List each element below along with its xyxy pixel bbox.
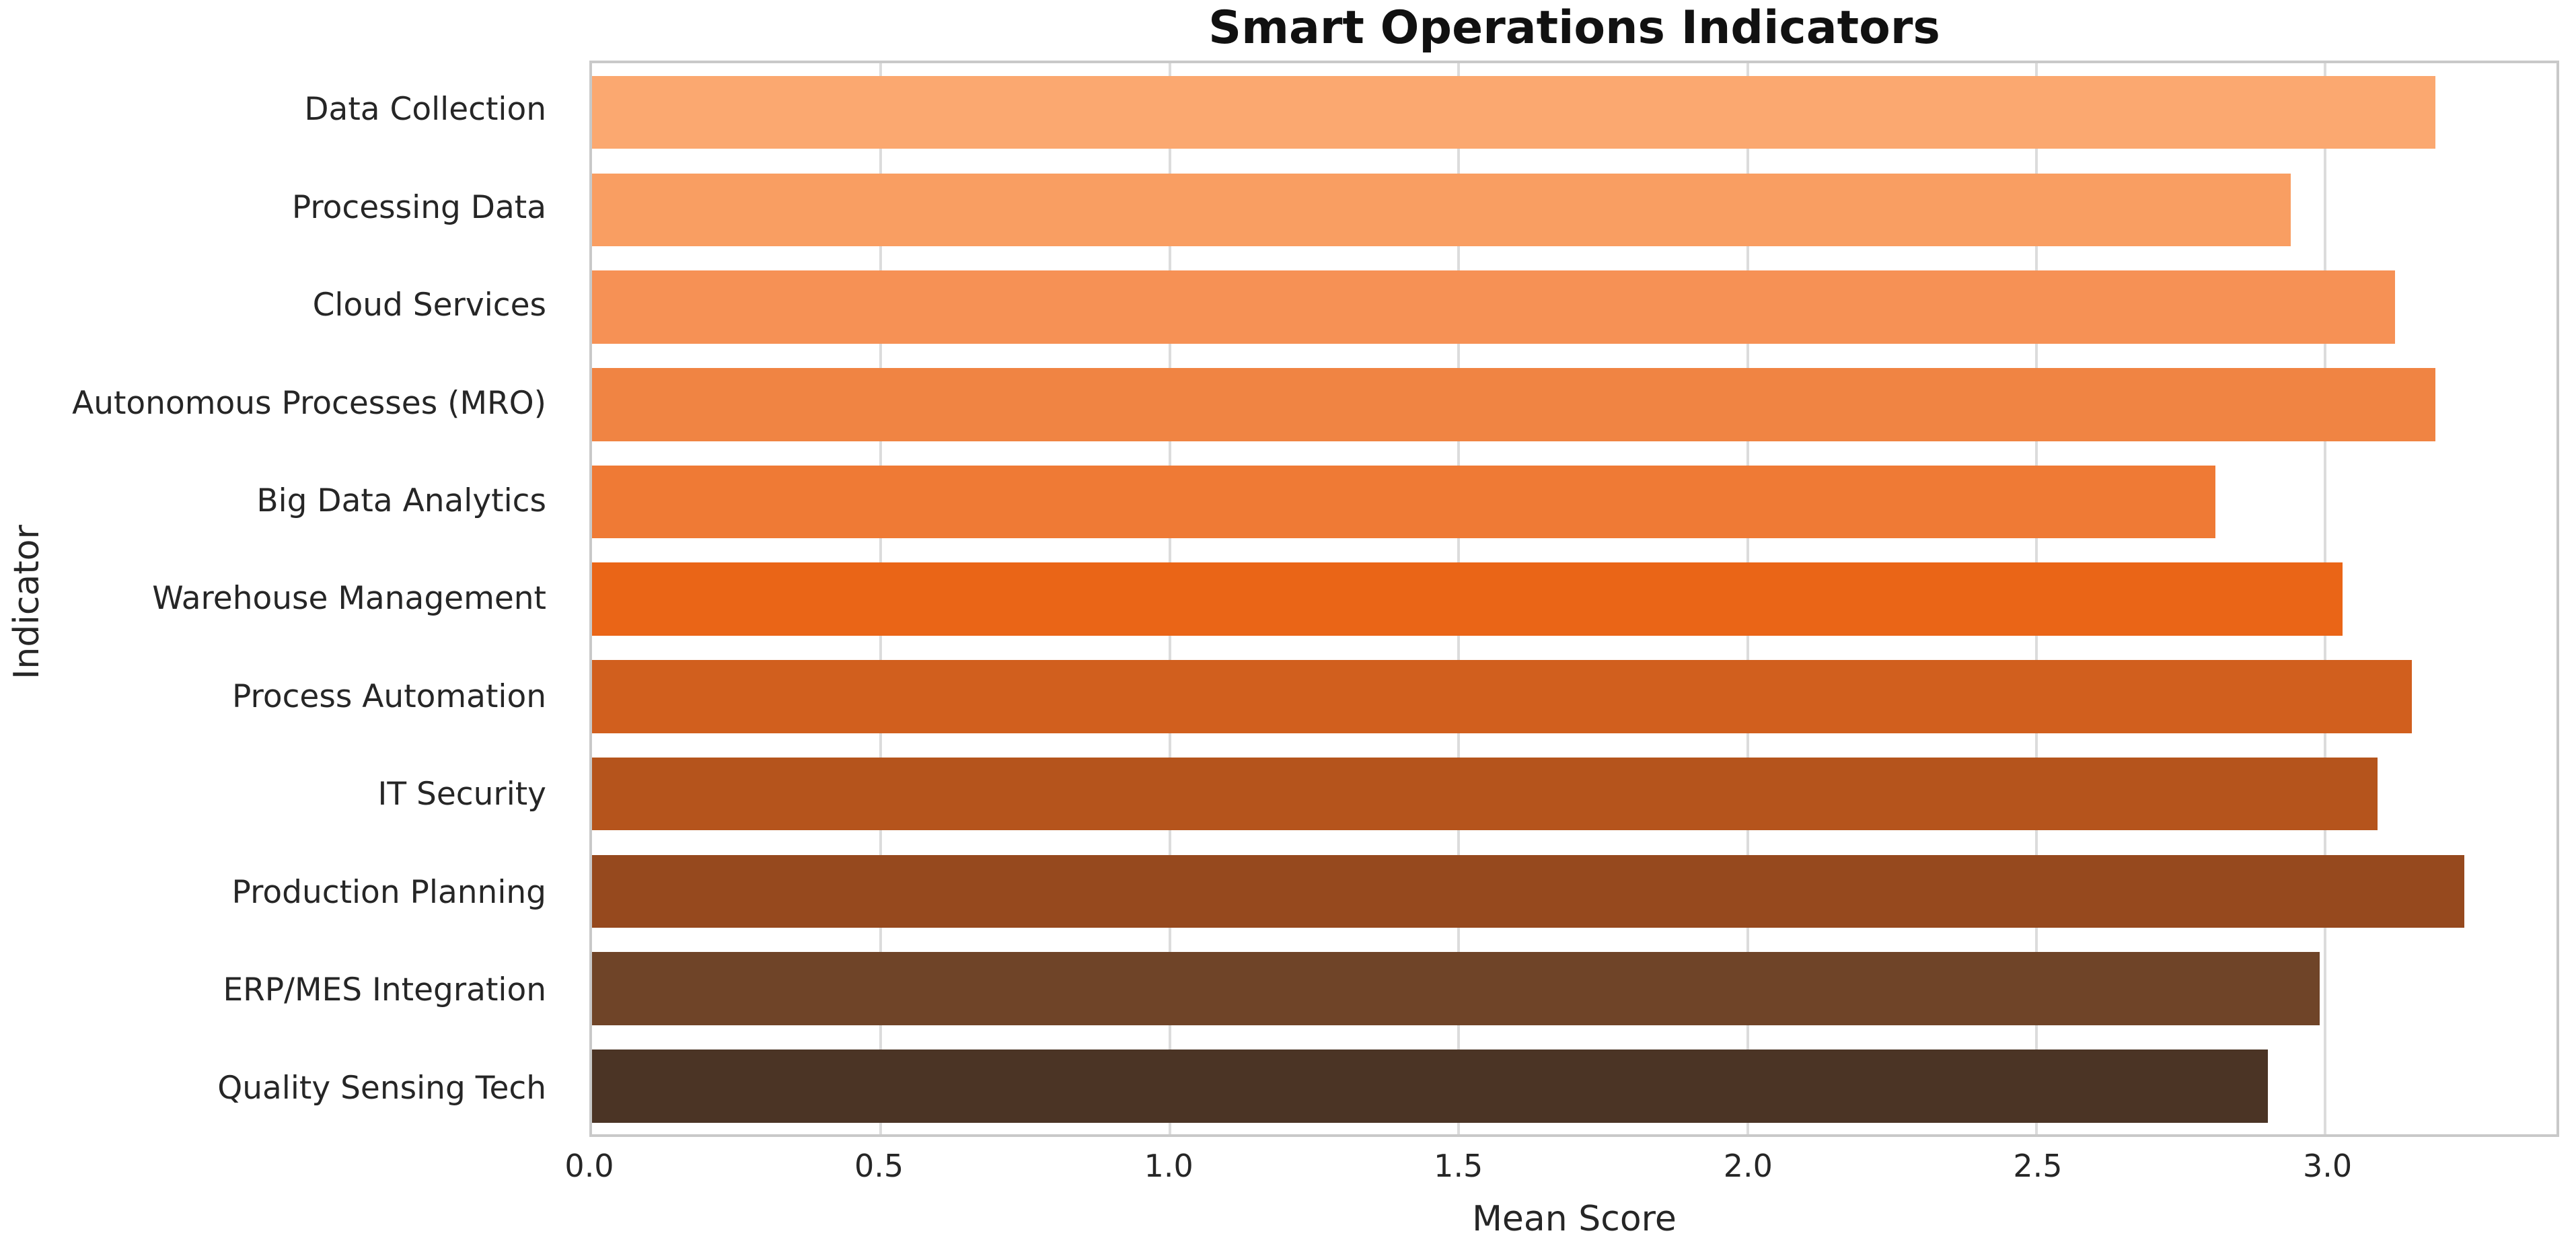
category-label: Cloud Services — [312, 287, 546, 324]
bar-row — [592, 161, 2556, 258]
category-label: Process Automation — [232, 677, 546, 715]
bar-row — [592, 842, 2556, 940]
bar-big-data-analytics — [592, 465, 2216, 539]
bar-warehouse-management — [592, 562, 2343, 636]
category-label: Data Collection — [304, 91, 546, 128]
bar-processing-data — [592, 173, 2291, 247]
bar-row — [592, 258, 2556, 355]
x-axis-tick-labels: 0.0 0.5 1.0 1.5 2.0 2.5 3.0 — [564, 1148, 2559, 1188]
bar-row — [592, 550, 2556, 648]
x-tick-label: 2.0 — [1723, 1148, 1773, 1184]
category-label: IT Security — [377, 776, 546, 813]
category-label: Warehouse Management — [152, 580, 546, 618]
x-tick-label: 2.5 — [2013, 1148, 2063, 1184]
chart-title: Smart Operations Indicators — [1208, 1, 1940, 54]
category-label: Processing Data — [291, 188, 546, 226]
bar-row — [592, 63, 2556, 161]
bar-process-automation — [592, 660, 2413, 733]
bar-it-security — [592, 757, 2378, 831]
x-tick-label: 1.0 — [1144, 1148, 1193, 1184]
category-label: Production Planning — [231, 873, 546, 911]
bar-row — [592, 647, 2556, 745]
bar-row — [592, 355, 2556, 453]
bar-cloud-services — [592, 270, 2395, 344]
bar-row — [592, 453, 2556, 550]
bar-erp-mes-integration — [592, 952, 2320, 1025]
bar-row — [592, 940, 2556, 1037]
bar-autonomous-processes-mro- — [592, 367, 2435, 441]
category-label: Quality Sensing Tech — [217, 1069, 546, 1107]
x-axis-title: Mean Score — [1472, 1199, 1677, 1239]
category-label: Big Data Analytics — [256, 482, 546, 520]
plot-area — [589, 61, 2559, 1137]
y-axis-category-labels: Data Collection Processing Data Cloud Serv… — [0, 61, 569, 1137]
x-tick-label: 3.0 — [2302, 1148, 2353, 1184]
x-tick-label: 0.5 — [854, 1148, 904, 1184]
bar-row — [592, 1037, 2556, 1134]
category-label: Autonomous Processes (MRO) — [72, 384, 546, 422]
x-tick-label: 0.0 — [564, 1148, 614, 1184]
bar-row — [592, 745, 2556, 842]
bar-production-planning — [592, 854, 2464, 928]
bar-quality-sensing-tech — [592, 1050, 2268, 1123]
x-tick-label: 1.5 — [1434, 1148, 1483, 1184]
category-label: ERP/MES Integration — [223, 971, 546, 1009]
bar-data-collection — [592, 75, 2435, 149]
